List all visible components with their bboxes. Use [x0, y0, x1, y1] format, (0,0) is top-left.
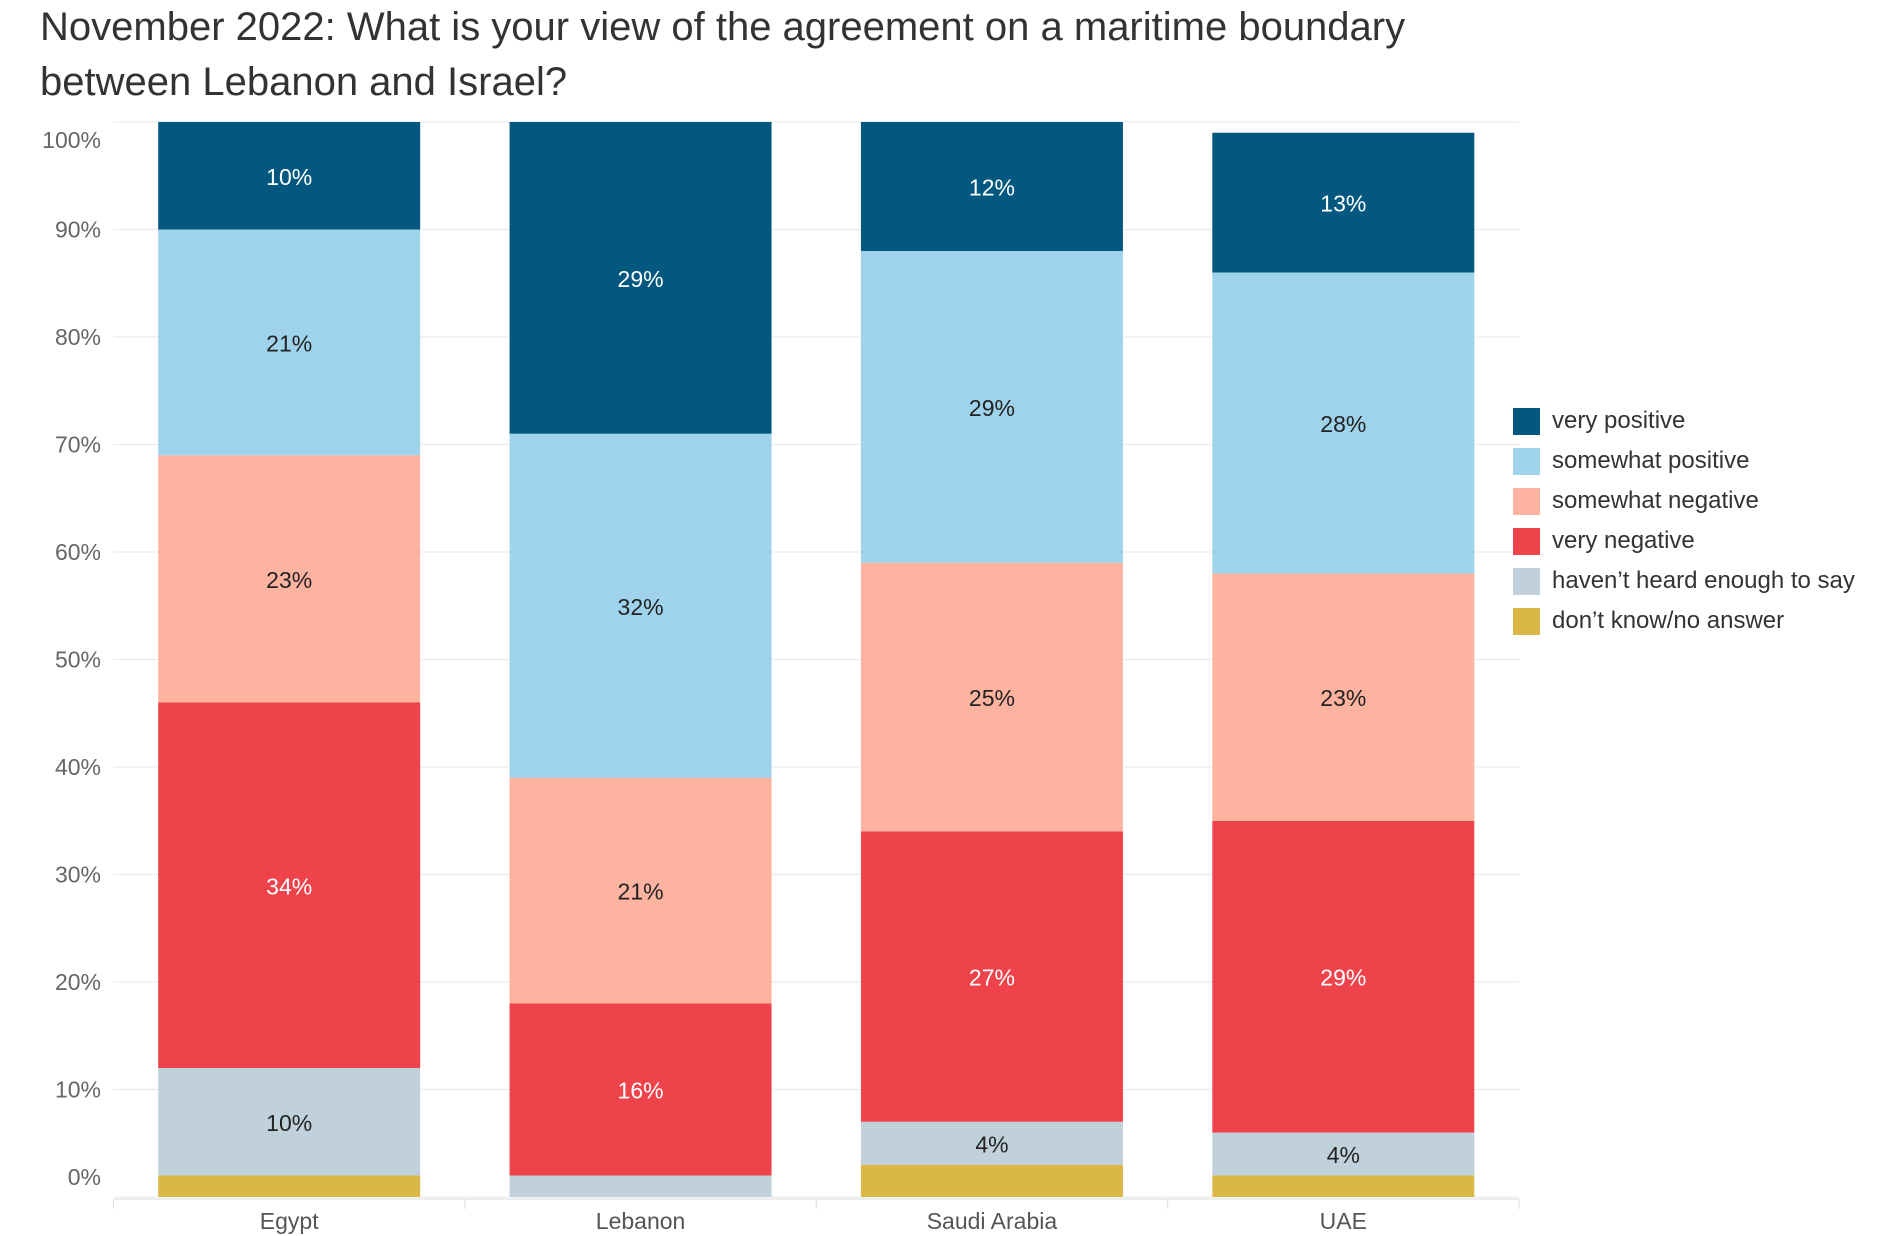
bar-segment-label: 29% [618, 266, 664, 292]
bar-segment [860, 1164, 1123, 1197]
bar-segment [509, 1003, 772, 1176]
bar-segment [509, 433, 772, 778]
legend: very positive somewhat positive somewhat… [1513, 401, 1855, 641]
legend-item-havent-heard: haven’t heard enough to say [1513, 561, 1855, 601]
bar-segment [158, 229, 421, 456]
bar-segment-label: 27% [969, 965, 1015, 991]
legend-swatch [1513, 567, 1540, 595]
y-tick-label: 30% [55, 862, 101, 888]
legend-label: don’t know/no answer [1552, 607, 1785, 634]
legend-item-somewhat-positive: somewhat positive [1513, 441, 1855, 481]
bar-segment-label: 21% [266, 330, 312, 356]
legend-item-dont-know: don’t know/no answer [1513, 601, 1855, 641]
bar-segment [1212, 573, 1475, 821]
y-tick-label: 70% [55, 432, 101, 458]
bar-segment [1212, 1175, 1475, 1197]
bar-segment-label: 25% [969, 685, 1015, 711]
bar-segment [1212, 132, 1475, 273]
bar-segment [1212, 1132, 1475, 1176]
bar-segment [1212, 272, 1475, 574]
legend-swatch [1513, 407, 1540, 435]
bars [158, 122, 1475, 1197]
legend-swatch [1513, 487, 1540, 515]
y-tick-label: 40% [55, 754, 101, 780]
x-category-label: Egypt [260, 1208, 319, 1234]
legend-swatch [1513, 447, 1540, 475]
bar-segment [158, 1068, 421, 1176]
bar-segment [509, 1175, 772, 1197]
bar-segment-label: 34% [266, 873, 312, 899]
bar-segment [860, 562, 1123, 832]
bar-segment-label: 10% [266, 1110, 312, 1136]
legend-label: very negative [1552, 527, 1695, 554]
y-tick-label: 80% [55, 324, 101, 350]
bar-segment-label: 23% [266, 567, 312, 593]
legend-label: haven’t heard enough to say [1552, 567, 1855, 594]
bar-segment-label: 29% [969, 395, 1015, 421]
bar-segment [860, 122, 1123, 251]
y-tick-label: 10% [55, 1077, 101, 1103]
bar-segment-label: 28% [1320, 411, 1366, 437]
legend-label: somewhat positive [1552, 447, 1750, 474]
bar-segment [860, 831, 1123, 1122]
x-category-label: Saudi Arabia [927, 1208, 1058, 1234]
data-labels: 10% 34% 23% 21% 10% 16% 21% 32% 29% 4% 27% 25% 29% 12… [266, 164, 1366, 1168]
bar-segment-label: 4% [1327, 1142, 1360, 1168]
legend-item-very-negative: very negative [1513, 521, 1855, 561]
bar-segment-label: 29% [1320, 965, 1366, 991]
bar-segment [158, 455, 421, 703]
bar-segment-label: 12% [969, 175, 1015, 201]
bar-segment-label: 10% [266, 164, 312, 190]
legend-label: very positive [1552, 407, 1686, 434]
bar-segment [158, 1175, 421, 1197]
y-tick-label: 60% [55, 539, 101, 565]
x-axis: Egypt Lebanon Saudi Arabia UAE [112, 1198, 1520, 1234]
bar-segment [860, 251, 1123, 563]
y-tick-label: 50% [55, 647, 101, 673]
chart-title: November 2022: What is your view of the … [40, 5, 1406, 104]
legend-swatch [1513, 607, 1540, 635]
bar-segment-label: 23% [1320, 685, 1366, 711]
bar-segment-label: 32% [618, 594, 664, 620]
bar-segment [509, 777, 772, 1004]
bar-segment-label: 13% [1320, 191, 1366, 217]
bar-segment [158, 122, 421, 230]
legend-item-somewhat-negative: somewhat negative [1513, 481, 1855, 521]
y-tick-label: 100% [42, 127, 101, 153]
bar-segment-label: 21% [618, 879, 664, 905]
bar-segment [1212, 820, 1475, 1133]
bar-segment-label: 4% [975, 1131, 1008, 1157]
bar-segment [509, 122, 772, 434]
x-category-label: Lebanon [596, 1208, 686, 1234]
bar-segment [158, 702, 421, 1068]
legend-swatch [1513, 527, 1540, 555]
x-category-label: UAE [1320, 1208, 1367, 1234]
y-tick-label: 90% [55, 217, 101, 243]
legend-label: somewhat negative [1552, 487, 1759, 514]
y-tick-label: 20% [55, 969, 101, 995]
bar-segment [860, 1121, 1123, 1165]
y-axis: 0% 10% 20% 30% 40% 50% 60% 70% 80% 90% 100% [42, 127, 101, 1190]
y-tick-label: 0% [68, 1164, 101, 1190]
legend-item-very-positive: very positive [1513, 401, 1855, 441]
bar-segment-label: 16% [618, 1078, 664, 1104]
